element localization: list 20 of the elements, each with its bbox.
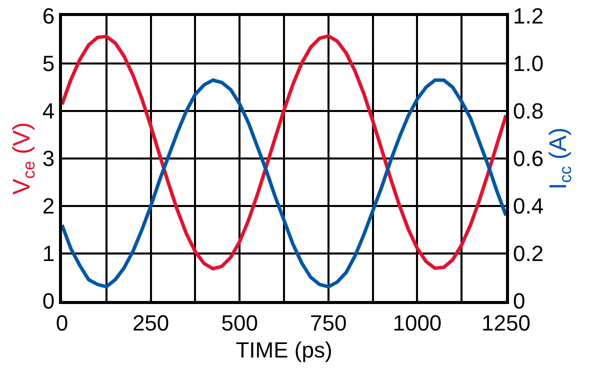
y-tick-label: 0	[42, 288, 55, 314]
line-series	[62, 34, 506, 270]
x-tick-label: 750	[310, 310, 347, 336]
y2-tick-label: 0.8	[513, 98, 544, 124]
x-tick-label: 250	[132, 310, 170, 336]
y-tick-label: 5	[42, 51, 55, 76]
y-tick-label: 6	[42, 4, 55, 29]
y2-tick-label: 0.2	[513, 241, 544, 266]
x-axis-title: TIME (ps)	[236, 337, 332, 362]
y-tick-label: 4	[42, 98, 55, 124]
y2-tick-label: 0.4	[513, 194, 544, 219]
y-tick-label: 2	[42, 194, 55, 219]
y2-tick-label: 1.0	[513, 51, 544, 76]
y-tick-label: 3	[42, 146, 55, 172]
x-tick-label: 500	[221, 310, 258, 336]
x-tick-label: 1000	[392, 310, 442, 336]
y-tick-label: 1	[42, 241, 55, 266]
y2-tick-label: 0.6	[513, 146, 544, 172]
y2-tick-label: 1.2	[513, 4, 544, 29]
line-series	[62, 78, 506, 288]
